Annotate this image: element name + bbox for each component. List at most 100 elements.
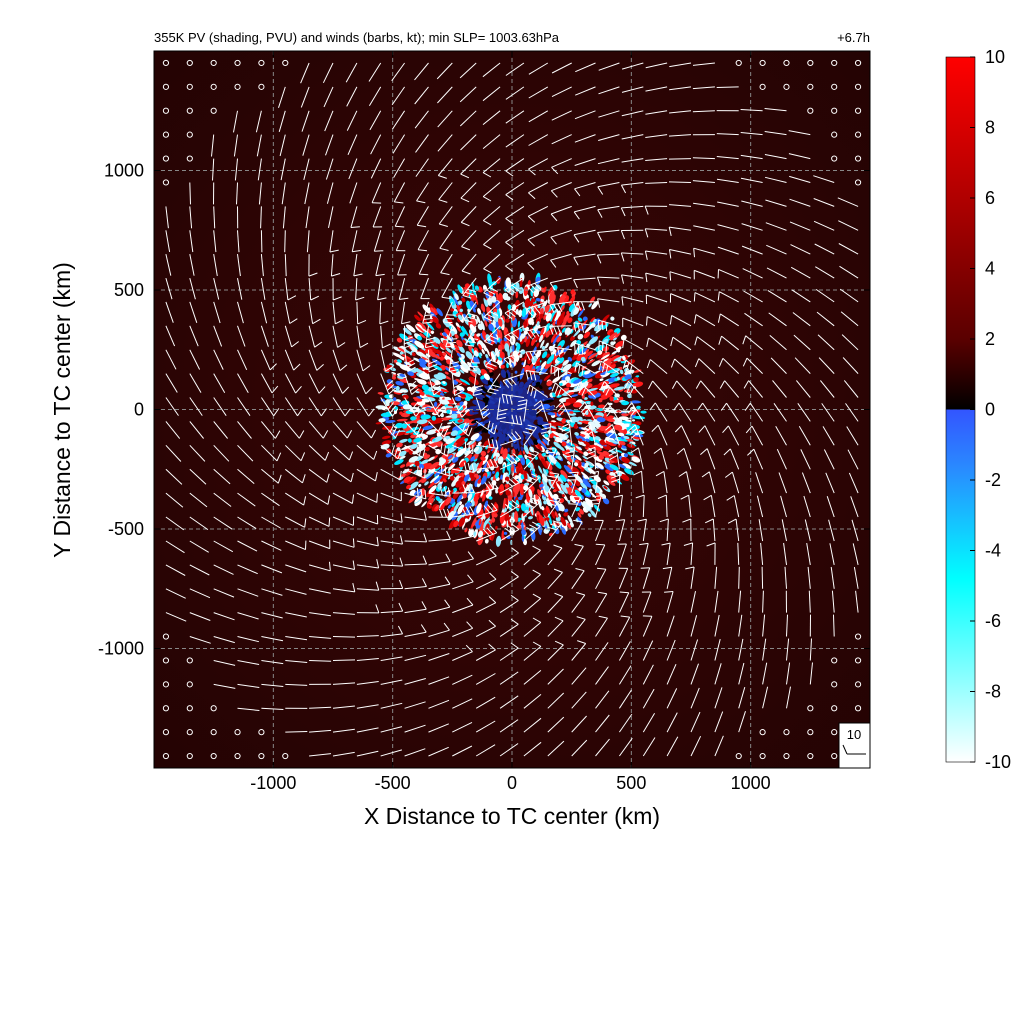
- wind-barb-shaft: [504, 301, 525, 314]
- wind-barb-feather: [416, 426, 422, 435]
- wind-barb-shaft: [452, 492, 475, 494]
- pv-speckle: [489, 369, 493, 373]
- wind-barb-feather: [592, 495, 602, 498]
- pv-speckle: [552, 376, 561, 383]
- pv-speckle: [594, 439, 600, 443]
- wind-barb-shaft: [448, 349, 453, 372]
- pv-speckle: [631, 389, 638, 394]
- wind-barb-feather: [465, 644, 473, 653]
- pv-speckle: [418, 443, 423, 449]
- wind-barb-feather: [376, 536, 379, 546]
- wind-barb-shaft: [694, 269, 716, 279]
- wind-barb-feather: [406, 362, 416, 369]
- wind-barb-shaft: [729, 448, 740, 470]
- wind-barb-shaft: [574, 158, 596, 166]
- wind-barb-shaft: [302, 134, 310, 156]
- pv-speckle: [483, 373, 490, 381]
- wind-barb-shaft: [351, 230, 358, 252]
- wind-barb-shaft: [547, 620, 564, 637]
- wind-barb-feather: [388, 387, 396, 395]
- pv-speckle: [545, 330, 551, 338]
- pv-speckle: [596, 352, 606, 359]
- wind-barb-shaft: [765, 199, 787, 207]
- wind-barb-shaft: [837, 197, 859, 207]
- pv-speckle: [581, 471, 590, 480]
- wind-barb-shaft: [523, 646, 542, 661]
- wind-barb-shaft: [380, 633, 403, 637]
- wind-barb-shaft: [505, 182, 525, 196]
- calm-wind-circle: [162, 705, 170, 712]
- wind-barb-feather: [532, 545, 541, 551]
- pv-speckle: [445, 405, 454, 409]
- pv-speckle: [394, 459, 404, 466]
- wind-barb-feather: [461, 221, 470, 227]
- wind-barb-feather: [528, 476, 537, 481]
- wind-barb-shaft: [840, 311, 859, 327]
- pv-speckle: [393, 346, 401, 352]
- wind-barb-feather: [391, 445, 395, 455]
- wind-barb-shaft: [428, 561, 451, 566]
- pv-speckle: [577, 308, 585, 318]
- wind-barb-shaft: [462, 277, 477, 296]
- wind-barb-shaft: [475, 744, 496, 757]
- wind-barb-shaft: [737, 542, 740, 565]
- wind-barb-shaft: [786, 614, 788, 637]
- pv-speckle: [591, 360, 601, 367]
- wind-barb-shaft: [261, 492, 280, 507]
- pv-speckle: [476, 315, 481, 324]
- wind-barb-feather: [439, 223, 448, 227]
- pv-speckle: [443, 431, 452, 436]
- wind-barb-shaft: [595, 520, 604, 542]
- wind-barb-shaft: [416, 206, 429, 226]
- pv-speckle: [504, 343, 510, 352]
- wind-barb-feather: [487, 420, 491, 430]
- wind-barb-shaft: [440, 253, 453, 274]
- wind-barb-shaft: [308, 492, 329, 505]
- wind-barb-feather: [443, 445, 446, 455]
- calm-wind-circle: [783, 59, 790, 67]
- pv-speckle: [522, 450, 526, 455]
- pv-speckle: [452, 361, 461, 370]
- wind-barb-shaft: [526, 301, 548, 310]
- wind-barb-shaft: [842, 357, 859, 374]
- wind-barb-feather: [482, 172, 492, 178]
- wind-barb-feather: [468, 427, 473, 437]
- wind-barb-feather: [318, 386, 326, 394]
- pv-speckle: [458, 517, 466, 527]
- pv-speckle: [515, 291, 519, 299]
- pv-speckle: [428, 492, 436, 501]
- wind-barb-feather: [422, 448, 426, 459]
- wind-barb-feather: [565, 447, 575, 450]
- pv-speckle: [459, 460, 467, 468]
- wind-barb-feather: [352, 249, 362, 253]
- wind-barb-feather: [527, 424, 537, 428]
- wind-barb-feather: [448, 338, 458, 340]
- pv-speckle: [418, 479, 423, 483]
- wind-barb-shaft: [526, 325, 548, 332]
- wind-barb-shaft: [213, 636, 235, 644]
- wind-barb-feather: [439, 486, 443, 496]
- wind-barb-shaft: [738, 686, 746, 709]
- wind-barb-shaft: [584, 401, 596, 422]
- wind-barb-feather: [504, 503, 513, 511]
- wind-barb-shaft: [460, 158, 477, 175]
- wind-barb-shaft: [416, 182, 429, 202]
- pv-speckle: [586, 387, 598, 392]
- wind-barb-feather: [551, 382, 556, 392]
- wind-barb-shaft: [800, 449, 811, 470]
- calm-wind-circle: [854, 179, 862, 186]
- pv-speckle: [580, 427, 590, 431]
- wind-barb-shaft: [505, 253, 525, 267]
- pv-speckle: [591, 444, 602, 452]
- pv-speckle: [535, 350, 542, 358]
- pv-speckle: [432, 420, 443, 424]
- pv-speckle: [538, 418, 543, 423]
- wind-barb-shaft: [500, 420, 522, 426]
- wind-barb-shaft: [813, 175, 835, 183]
- calm-wind-circle: [258, 752, 265, 760]
- wind-barb-shaft: [669, 62, 692, 68]
- wind-barb-shaft: [404, 492, 426, 500]
- wind-barb-shaft: [404, 748, 426, 757]
- wind-barb-shaft: [770, 357, 787, 374]
- calm-wind-circle: [162, 633, 170, 640]
